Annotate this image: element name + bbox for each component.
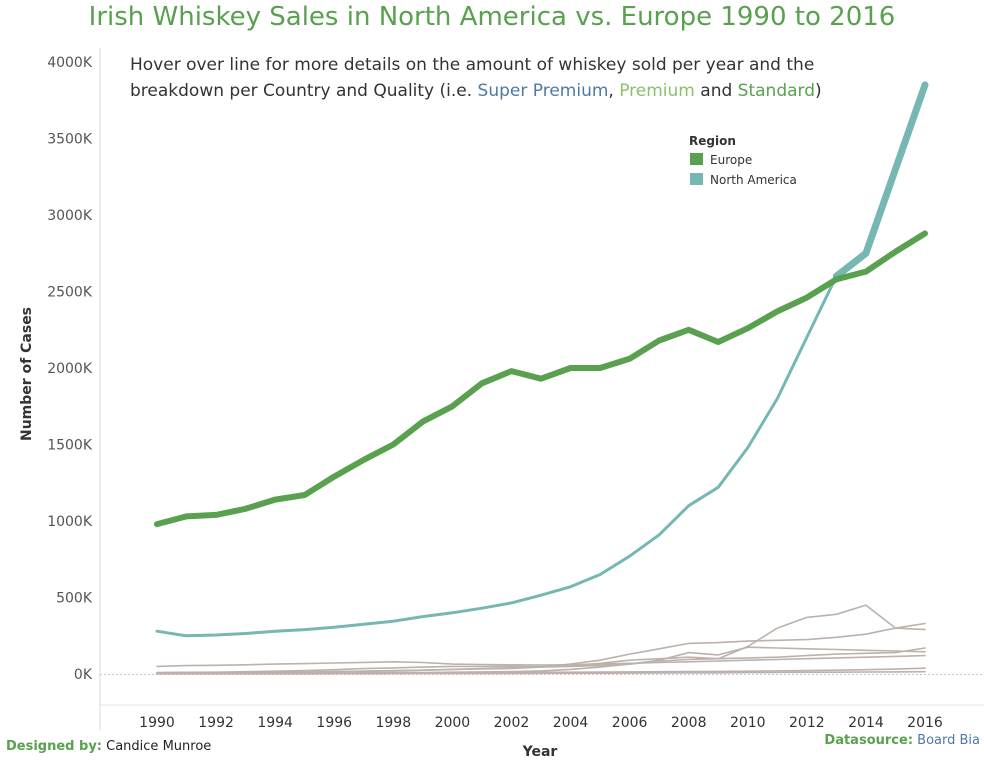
- premium-label: Premium: [619, 81, 695, 101]
- x-tick-label: 2014: [848, 715, 884, 731]
- y-tick-label: 500K: [56, 591, 93, 607]
- x-tick-label: 1992: [198, 715, 234, 731]
- legend-swatch-europe: [690, 153, 703, 165]
- legend-label-europe[interactable]: Europe: [710, 153, 752, 167]
- and-text: and: [695, 81, 738, 101]
- x-tick-label: 1996: [316, 715, 352, 731]
- super-premium-label: Super Premium: [478, 81, 609, 101]
- y-tick-label: 2500K: [47, 285, 93, 301]
- x-tick-label: 2004: [553, 715, 589, 731]
- annotation-prefix: breakdown per Country and Quality (i.e.: [130, 81, 478, 101]
- legend-swatch-north-america: [690, 173, 703, 185]
- x-tick-label: 1990: [139, 715, 175, 731]
- series-line-detail[interactable]: [156, 670, 926, 675]
- series-line-emphasis[interactable]: [832, 81, 929, 280]
- y-tick-label: 4000K: [47, 55, 93, 71]
- series-line-detail[interactable]: [156, 647, 926, 675]
- datasource: Datasource: Board Bia: [824, 733, 980, 748]
- legend-label-north-america[interactable]: North America: [710, 173, 797, 187]
- y-axis-title: Number of Cases: [19, 307, 35, 441]
- x-tick-label: 2002: [494, 715, 530, 731]
- x-tick-label: 2012: [789, 715, 825, 731]
- x-tick-labels: 1990 1992 1994 1996 1998 2000 2002 2004 2006 2008…: [139, 715, 943, 731]
- x-axis-title: Year: [522, 744, 558, 760]
- y-tick-label: 0K: [74, 667, 93, 683]
- x-tick-label: 2010: [730, 715, 766, 731]
- x-tick-label: 1994: [257, 715, 293, 731]
- annotation-line-2: breakdown per Country and Quality (i.e. …: [130, 81, 822, 101]
- x-tick-label: 1998: [375, 715, 411, 731]
- annotation-line-1: Hover over line for more details on the …: [130, 55, 814, 75]
- series-line-detail[interactable]: [156, 654, 926, 668]
- y-tick-label: 1000K: [47, 514, 93, 530]
- x-tick-label: 2008: [671, 715, 707, 731]
- y-tick-label: 2000K: [47, 361, 93, 377]
- legend-title: Region: [689, 134, 736, 148]
- datasource-label: Datasource:: [824, 733, 914, 748]
- x-tick-label: 2016: [907, 715, 943, 731]
- series-line-north-america[interactable]: [155, 83, 927, 638]
- y-tick-labels: 0K 500K 1000K 1500K 2000K 2500K 3000K 3500K 4000…: [47, 55, 93, 683]
- standard-label: Standard: [738, 81, 815, 101]
- designed-by-label: Designed by:: [6, 739, 102, 754]
- y-tick-label: 3500K: [47, 132, 93, 148]
- series-lines[interactable]: [154, 81, 929, 675]
- designer-name: Candice Munroe: [106, 739, 212, 754]
- chart-title: Irish Whiskey Sales in North America vs.…: [88, 2, 896, 32]
- datasource-link[interactable]: Board Bia: [917, 733, 980, 748]
- series-line-detail[interactable]: [156, 646, 926, 674]
- series-line-europe[interactable]: [154, 230, 928, 528]
- close-paren: ): [815, 81, 822, 101]
- y-tick-label: 3000K: [47, 208, 93, 224]
- comma-text: ,: [608, 81, 619, 101]
- legend[interactable]: Region Europe North America: [689, 134, 797, 187]
- designed-by: Designed by: Candice Munroe: [6, 739, 211, 754]
- x-tick-label: 2000: [435, 715, 471, 731]
- y-tick-label: 1500K: [47, 438, 93, 454]
- x-tick-label: 2006: [612, 715, 648, 731]
